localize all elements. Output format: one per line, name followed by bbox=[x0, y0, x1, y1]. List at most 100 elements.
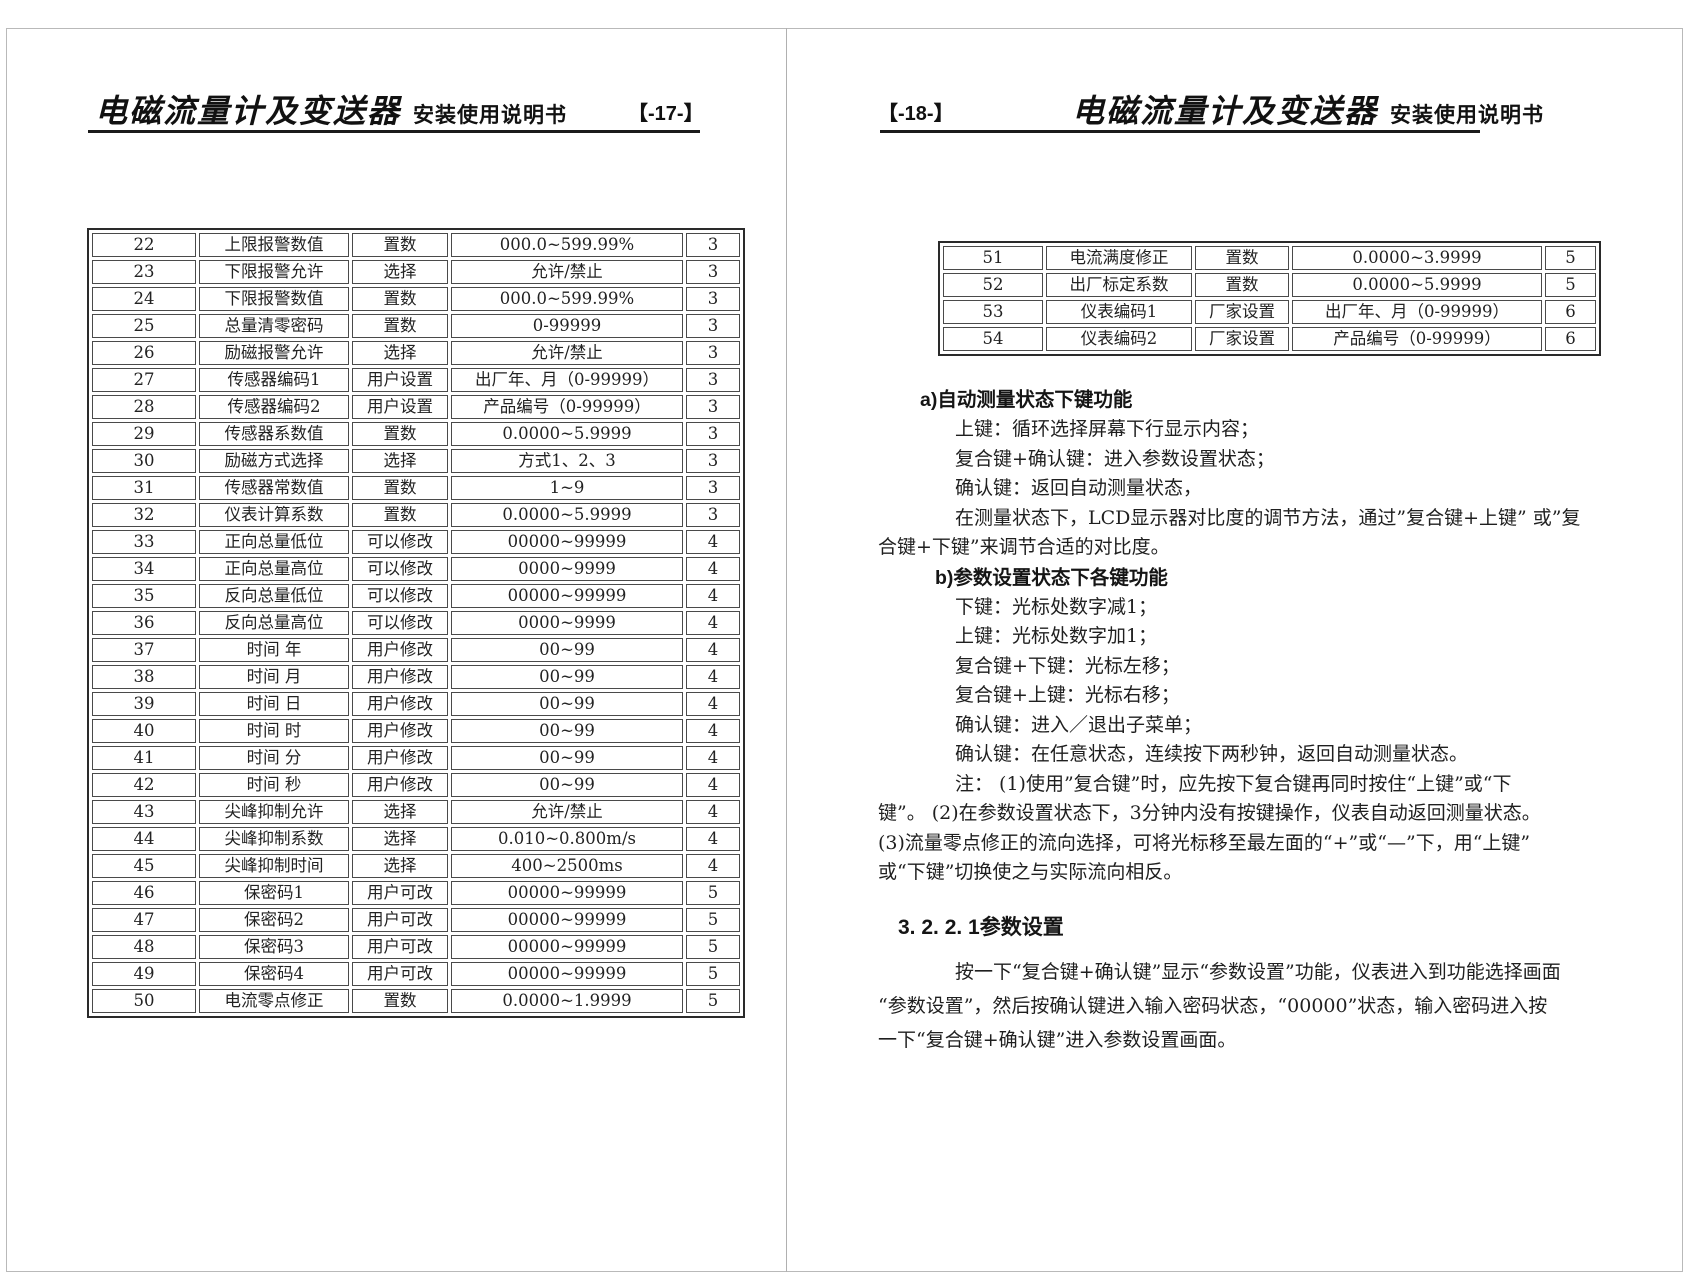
table-cell: 方式1、2、3 bbox=[451, 449, 683, 473]
table-cell: 时间 秒 bbox=[199, 773, 349, 797]
body-line: 确认键：进入／退出子菜单； bbox=[955, 713, 1203, 736]
table-cell: 保密码3 bbox=[199, 935, 349, 959]
table-cell: 5 bbox=[1545, 246, 1596, 270]
table-row: 28 传感器编码2 用户设置 产品编号（0-99999） 3 bbox=[92, 395, 740, 419]
table-cell: 总量清零密码 bbox=[199, 314, 349, 338]
table-cell: 43 bbox=[92, 800, 196, 824]
table-cell: 48 bbox=[92, 935, 196, 959]
table-cell: 用户修改 bbox=[352, 773, 448, 797]
body-line: 复合键+下键：光标左移； bbox=[955, 654, 1180, 677]
table-row: 35 反向总量低位 可以修改 00000~99999 4 bbox=[92, 584, 740, 608]
table-cell: 尖峰抑制允许 bbox=[199, 800, 349, 824]
right-page-title: 电磁流量计及变送器 bbox=[1072, 93, 1379, 129]
table-cell: 4 bbox=[686, 611, 740, 635]
table-cell: 置数 bbox=[352, 314, 448, 338]
table-cell: 41 bbox=[92, 746, 196, 770]
table-cell: 正向总量高位 bbox=[199, 557, 349, 581]
body-line: 确认键：返回自动测量状态， bbox=[955, 477, 1203, 499]
table-cell: 46 bbox=[92, 881, 196, 905]
table-cell: 6 bbox=[1545, 327, 1596, 351]
table-cell: 0000~9999 bbox=[451, 557, 683, 581]
table-cell: 1~9 bbox=[451, 476, 683, 500]
parameter-table-51-54: 51 电流满度修正 置数 0.0000~3.9999 5 52 出厂标定系数 置数 0.0000… bbox=[938, 241, 1601, 356]
table-cell: 保密码2 bbox=[199, 908, 349, 932]
table-row: 31 传感器常数值 置数 1~9 3 bbox=[92, 476, 740, 500]
table-cell: 用户可改 bbox=[352, 962, 448, 986]
table-cell: 00000~99999 bbox=[451, 530, 683, 554]
table-cell: 00~99 bbox=[451, 719, 683, 743]
table-cell: 00000~99999 bbox=[451, 584, 683, 608]
table-cell: 39 bbox=[92, 692, 196, 716]
table-cell: 0.0000~5.9999 bbox=[451, 422, 683, 446]
table-cell: 4 bbox=[686, 530, 740, 554]
table-cell: 29 bbox=[92, 422, 196, 446]
table-cell: 仪表编码2 bbox=[1046, 327, 1192, 351]
table-cell: 3 bbox=[686, 368, 740, 392]
section-a-heading: a)自动测量状态下键功能 bbox=[920, 389, 1133, 411]
table-row: 22 上限报警数值 置数 000.0~599.99% 3 bbox=[92, 233, 740, 257]
table-cell: 置数 bbox=[1195, 246, 1289, 270]
left-header-rule bbox=[88, 130, 700, 133]
table-cell: 00~99 bbox=[451, 665, 683, 689]
section-b-lines: 下键：光标处数字减1； 上键：光标处数字加1； 复合键+下键：光标左移； 复合键+上键… bbox=[878, 593, 1541, 888]
table-cell: 0000~9999 bbox=[451, 611, 683, 635]
table-cell: 4 bbox=[686, 854, 740, 878]
table-cell: 选择 bbox=[352, 260, 448, 284]
table-cell: 4 bbox=[686, 773, 740, 797]
table-cell: 00000~99999 bbox=[451, 962, 683, 986]
table-cell: 用户可改 bbox=[352, 908, 448, 932]
table-cell: 38 bbox=[92, 665, 196, 689]
table-cell: 5 bbox=[686, 935, 740, 959]
body-line: 或“下键”切换使之与实际流向相反。 bbox=[878, 861, 1183, 883]
table-cell: 选择 bbox=[352, 449, 448, 473]
table-row: 30 励磁方式选择 选择 方式1、2、3 3 bbox=[92, 449, 740, 473]
body-line: 复合键+上键：光标右移； bbox=[955, 684, 1180, 706]
table-cell: 00~99 bbox=[451, 773, 683, 797]
table-cell: 置数 bbox=[1195, 273, 1289, 297]
table-cell: 5 bbox=[686, 881, 740, 905]
table-cell: 4 bbox=[686, 719, 740, 743]
table-cell: 000.0~599.99% bbox=[451, 287, 683, 311]
table-cell: 出厂年、月（0-99999） bbox=[1292, 300, 1542, 324]
table-cell: 6 bbox=[1545, 300, 1596, 324]
table-cell: 厂家设置 bbox=[1195, 300, 1289, 324]
table-row: 43 尖峰抑制允许 选择 允许/禁止 4 bbox=[92, 800, 740, 824]
table-cell: 4 bbox=[686, 692, 740, 716]
table-cell: 选择 bbox=[352, 341, 448, 365]
section-b-heading: b)参数设置状态下各键功能 bbox=[935, 566, 1168, 589]
table-row: 46 保密码1 用户可改 00000~99999 5 bbox=[92, 881, 740, 905]
left-parameter-table: 22 上限报警数值 置数 000.0~599.99% 3 23 下限报警允许 选择 允许/禁止 3… bbox=[87, 228, 745, 1018]
table-cell: 可以修改 bbox=[352, 611, 448, 635]
table-cell: 22 bbox=[92, 233, 196, 257]
table-cell: 37 bbox=[92, 638, 196, 662]
left-page-number: 【-17-】 bbox=[628, 103, 704, 125]
left-page-subtitle: 安装使用说明书 bbox=[413, 104, 568, 127]
table-row: 47 保密码2 用户可改 00000~99999 5 bbox=[92, 908, 740, 932]
table-cell: 44 bbox=[92, 827, 196, 851]
table-cell: 传感器编码2 bbox=[199, 395, 349, 419]
table-cell: 00~99 bbox=[451, 638, 683, 662]
table-cell: 置数 bbox=[352, 233, 448, 257]
table-cell: 励磁报警允许 bbox=[199, 341, 349, 365]
table-cell: 00000~99999 bbox=[451, 908, 683, 932]
table-cell: 3 bbox=[686, 476, 740, 500]
table-cell: 5 bbox=[686, 989, 740, 1013]
table-cell: 可以修改 bbox=[352, 530, 448, 554]
table-cell: 时间 月 bbox=[199, 665, 349, 689]
table-cell: 可以修改 bbox=[352, 557, 448, 581]
body-line: 复合键+确认键：进入参数设置状态； bbox=[955, 447, 1275, 470]
table-row: 25 总量清零密码 置数 0-99999 3 bbox=[92, 314, 740, 338]
table-cell: 仪表编码1 bbox=[1046, 300, 1192, 324]
table-cell: 尖峰抑制系数 bbox=[199, 827, 349, 851]
table-cell: 下限报警允许 bbox=[199, 260, 349, 284]
table-cell: 00~99 bbox=[451, 746, 683, 770]
table-cell: 用户修改 bbox=[352, 638, 448, 662]
body-line: 注： (1)使用”复合键”时，应先按下复合键再同时按住“上键”或“下 bbox=[955, 772, 1512, 795]
table-row: 41 时间 分用户修改 00~99 4 bbox=[92, 746, 740, 770]
section-3221-heading: 3. 2. 2. 1参数设置 bbox=[898, 915, 1064, 939]
table-row: 32 仪表计算系数 置数 0.0000~5.9999 3 bbox=[92, 503, 740, 527]
table-cell: 4 bbox=[686, 638, 740, 662]
table-cell: 4 bbox=[686, 827, 740, 851]
table-cell: 30 bbox=[92, 449, 196, 473]
